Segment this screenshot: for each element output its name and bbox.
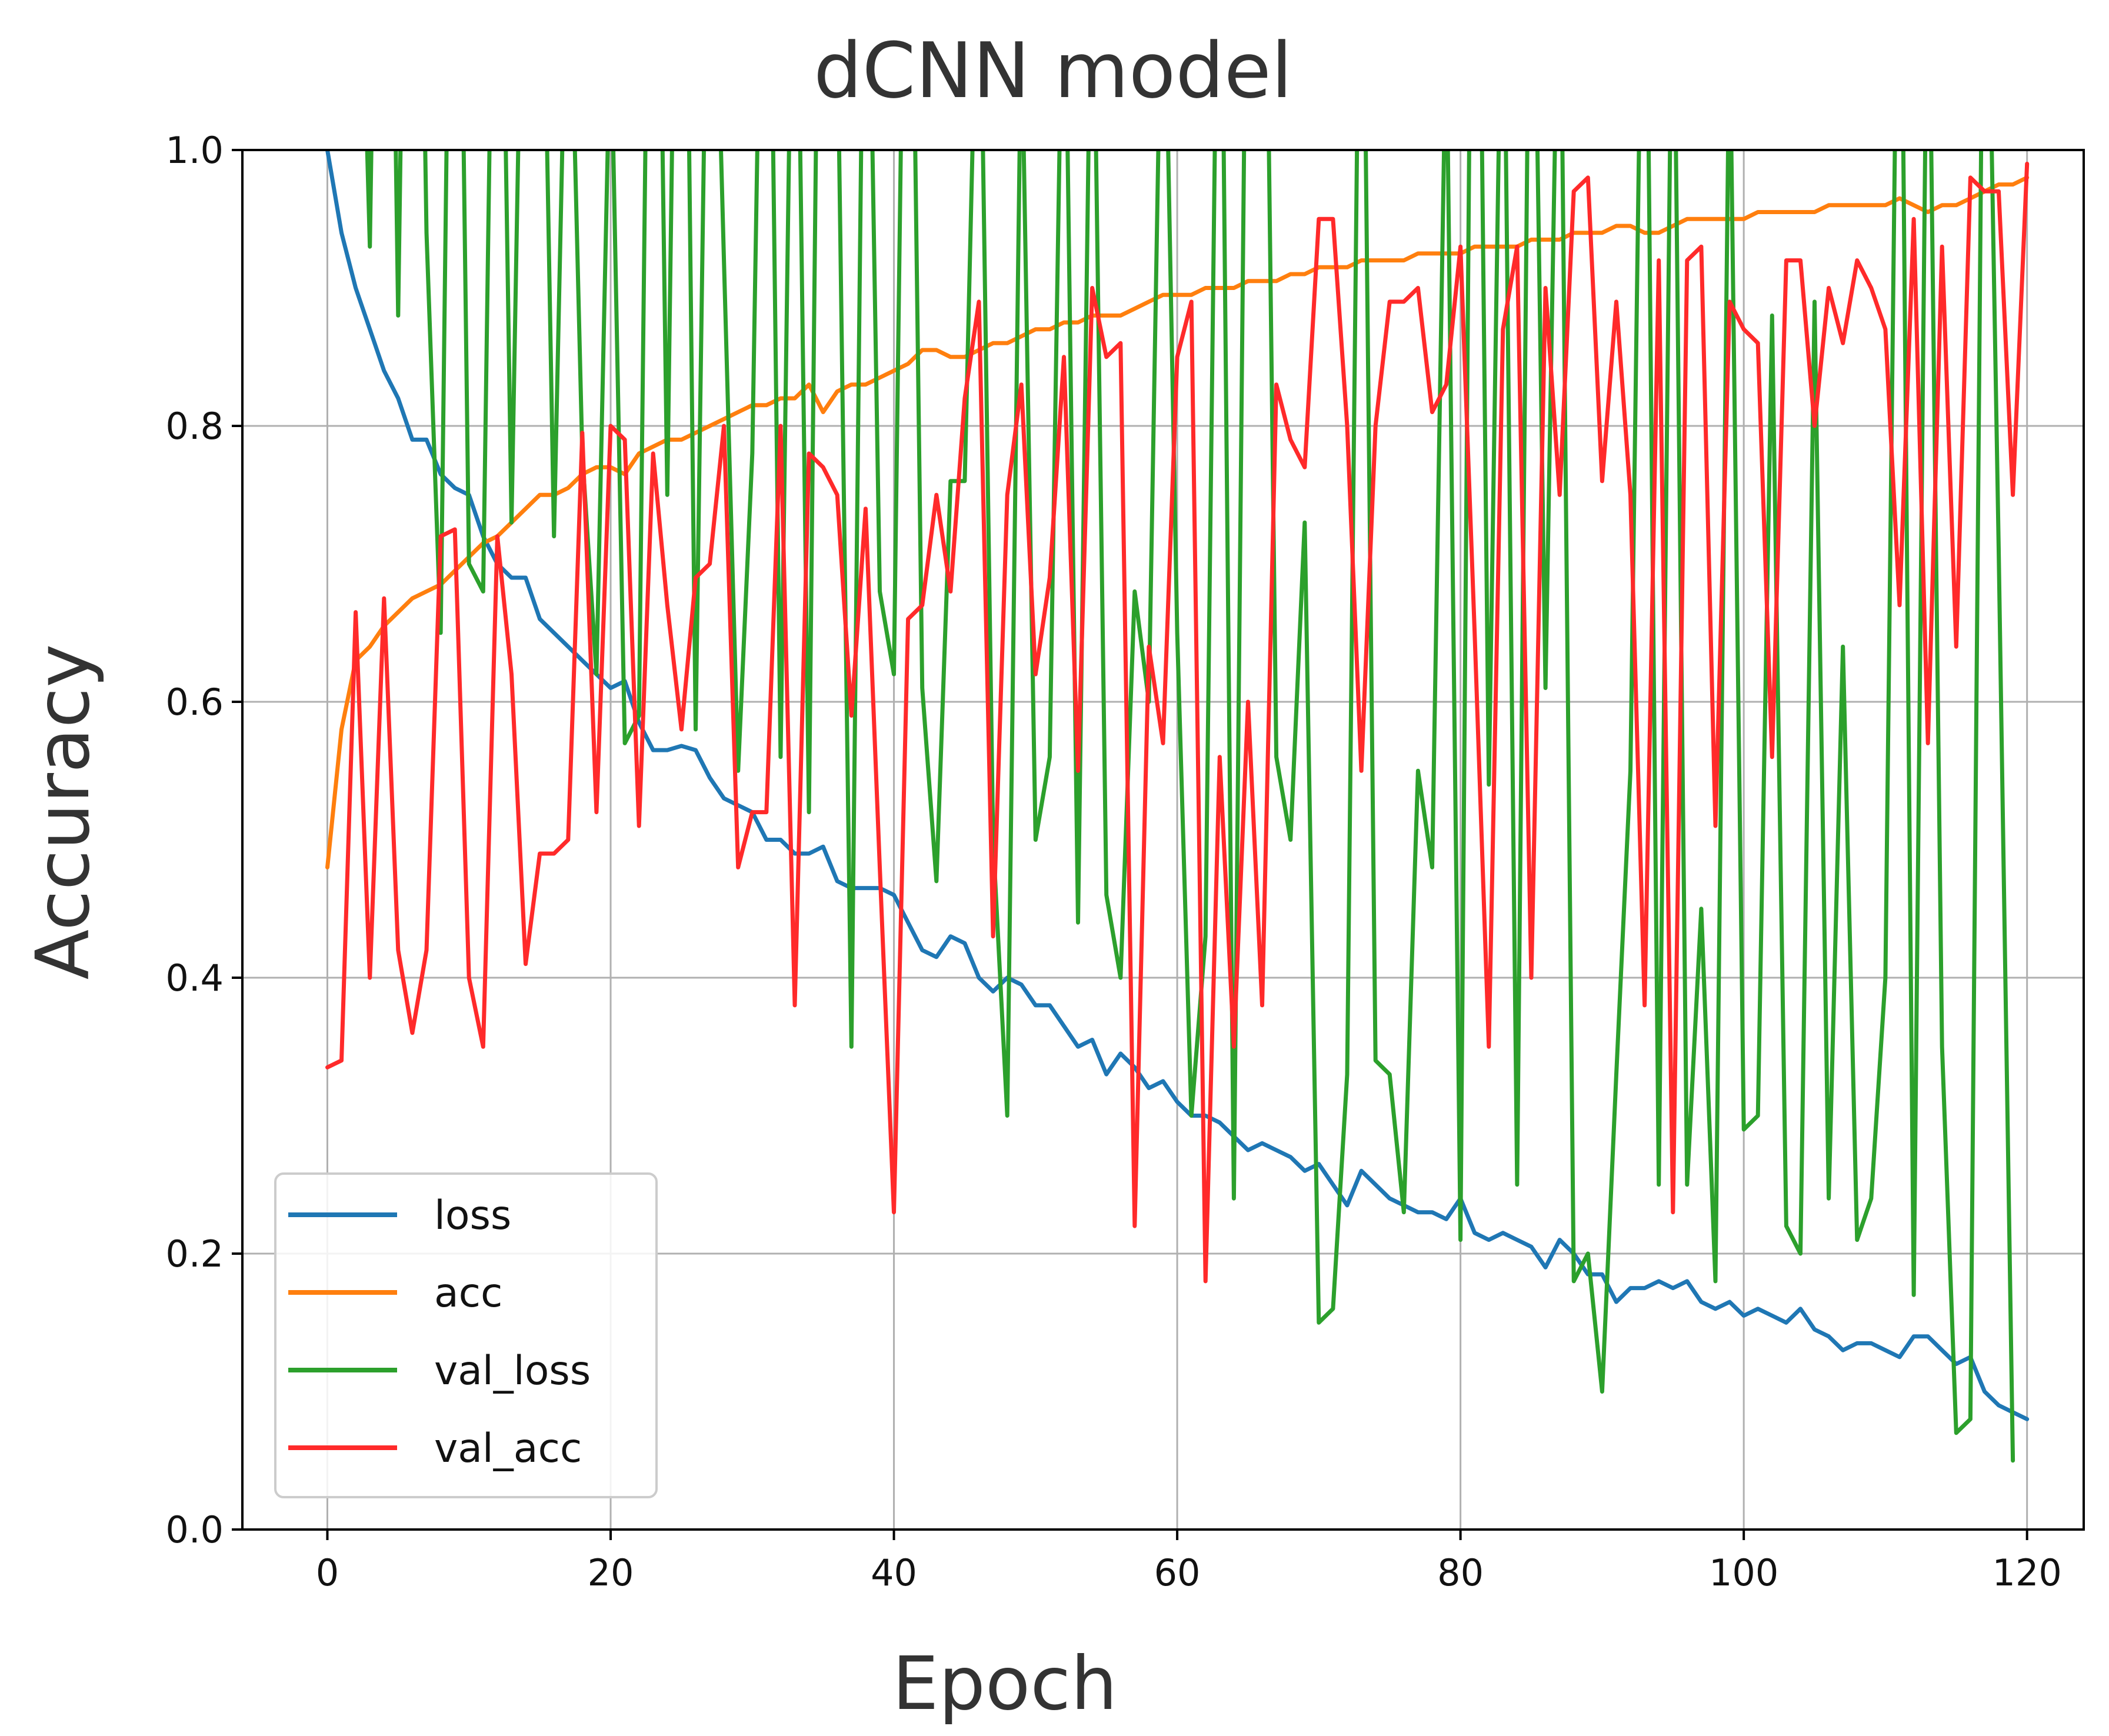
legend: loss acc val_loss val_acc [274,1172,658,1498]
legend-label-loss: loss [434,1192,511,1239]
y-tick-label: 1.0 [165,129,224,172]
x-axis: 0 20 40 60 80 100 120 [316,1530,2062,1594]
legend-label-val-acc: val_acc [434,1425,582,1472]
y-tick-label: 0.0 [165,1508,224,1551]
series-line-loss [325,150,2030,1421]
y-tick-label: 0.8 [165,405,224,448]
plot-frame [241,149,2085,1531]
legend-label-val-loss: val_loss [434,1348,591,1394]
y-axis: 0.0 0.2 0.4 0.6 0.8 1.0 [165,129,242,1551]
series-layer [325,150,2030,1463]
legend-label-acc: acc [434,1270,502,1317]
y-axis-label: Accuracy [21,644,106,980]
x-tick-label: 120 [1993,1551,2062,1594]
x-tick-label: 0 [316,1551,339,1594]
series-line-val-loss [365,150,2015,1463]
x-tick-label: 80 [1437,1551,1484,1594]
series-line-val-acc [325,161,2030,1284]
y-tick-label: 0.2 [165,1232,224,1275]
x-tick-label: 20 [588,1551,634,1594]
y-tick-label: 0.4 [165,957,224,999]
y-tick-label: 0.6 [165,681,224,724]
x-axis-label: Epoch [892,1641,1118,1727]
legend-box [274,1172,658,1498]
x-tick-label: 60 [1154,1551,1201,1594]
x-tick-label: 100 [1709,1551,1778,1594]
chart-title: dCNN model [814,26,1292,115]
x-tick-label: 40 [871,1551,917,1594]
